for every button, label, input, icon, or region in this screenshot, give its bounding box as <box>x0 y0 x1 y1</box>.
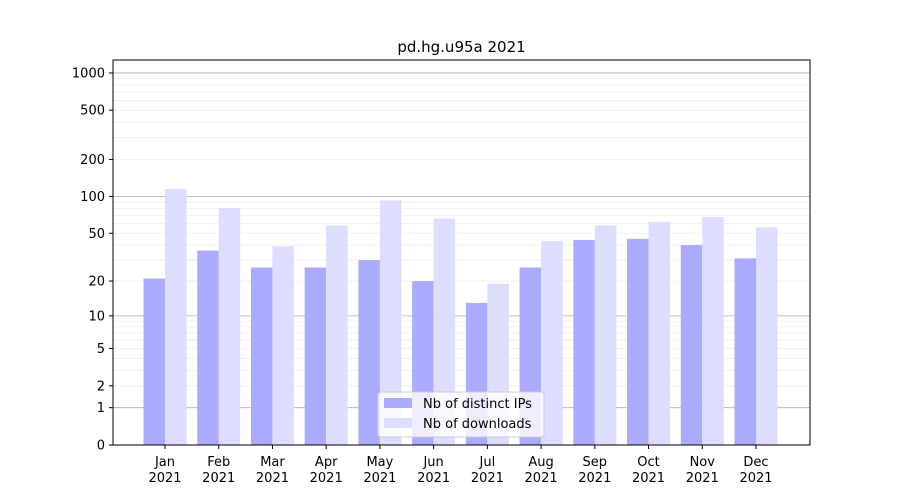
x-tick-label: Sep 2021 <box>578 455 611 486</box>
bar-downloads <box>756 227 778 445</box>
y-tick-label: 500 <box>80 104 105 119</box>
plot-frame <box>112 59 811 446</box>
y-tick-label: 1 <box>97 401 105 416</box>
x-tick-label: Nov 2021 <box>686 455 719 486</box>
x-tick-label: Jul 2021 <box>471 455 504 486</box>
bar-ips <box>197 250 219 445</box>
x-tick-label: Feb 2021 <box>202 455 235 486</box>
bar-downloads <box>702 216 724 445</box>
legend-swatch <box>384 398 412 408</box>
y-tick-label: 2 <box>97 379 105 394</box>
x-tick-label: May 2021 <box>363 455 396 486</box>
bar-ips <box>358 260 380 445</box>
y-tick-label: 100 <box>80 190 105 205</box>
legend-label: Nb of distinct IPs <box>423 397 532 412</box>
bar-downloads <box>648 221 671 445</box>
y-tick-label: 20 <box>88 275 105 290</box>
x-tick-label: Aug 2021 <box>525 455 558 486</box>
chart-title: pd.hg.u95a 2021 <box>397 38 525 56</box>
bar-downloads <box>541 241 563 445</box>
bar-downloads <box>594 225 617 445</box>
x-tick-label: Apr 2021 <box>310 455 343 486</box>
bar-ips <box>627 238 649 445</box>
x-tick-label: Oct 2021 <box>632 455 665 486</box>
bar-downloads <box>218 208 241 445</box>
x-tick-label: Mar 2021 <box>256 455 289 486</box>
legend-box <box>377 391 545 438</box>
bar-downloads <box>165 189 187 445</box>
bar-downloads <box>326 225 348 445</box>
y-tick-label: 0 <box>97 439 105 454</box>
legend: Nb of distinct IPs Nb of downloads <box>377 391 545 438</box>
bar-ips <box>680 245 703 445</box>
x-tick-label: Dec 2021 <box>739 455 772 486</box>
y-tick-label: 10 <box>88 309 105 324</box>
y-tick-label: 200 <box>80 153 105 168</box>
legend-swatch <box>384 418 412 428</box>
bar-downloads <box>272 246 294 445</box>
bar-downloads <box>379 200 402 445</box>
y-tick-label: 5 <box>97 342 105 357</box>
y-tick-label: 1000 <box>72 66 105 81</box>
bar-ips <box>304 267 327 445</box>
x-tick-label: Jun 2021 <box>417 455 450 486</box>
legend-label: Nb of downloads <box>423 417 532 432</box>
bar-downloads <box>433 218 456 445</box>
x-tick-label: Jan 2021 <box>148 455 181 486</box>
bar-ips <box>573 240 595 445</box>
bar-ips <box>250 267 273 445</box>
bar-ips <box>143 278 165 445</box>
y-tick-label: 50 <box>88 227 105 242</box>
bar-ips <box>734 258 756 445</box>
